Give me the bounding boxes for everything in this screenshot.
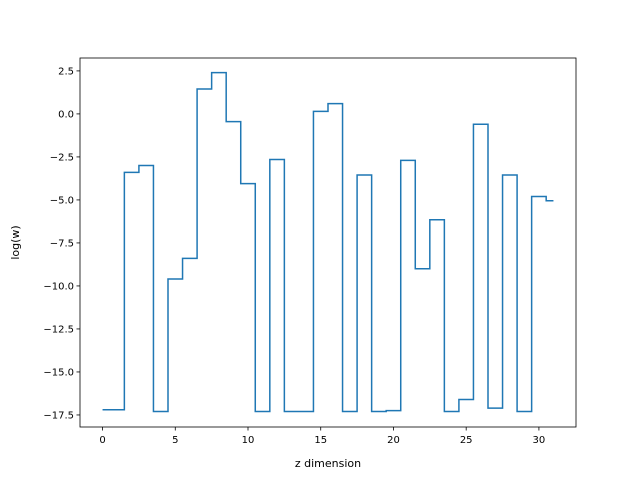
y-tick-label: −12.5 (43, 324, 74, 335)
x-tick-label: 10 (242, 435, 255, 446)
y-tick-label: 2.5 (58, 66, 74, 77)
x-tick-label: 30 (533, 435, 546, 446)
y-tick-label: −7.5 (50, 238, 74, 249)
x-tick-label: 15 (314, 435, 327, 446)
y-tick-label: −5.0 (50, 195, 74, 206)
y-tick-label: −2.5 (50, 152, 74, 163)
x-tick-label: 25 (460, 435, 473, 446)
x-tick-label: 20 (387, 435, 400, 446)
y-axis-label: log(w) (9, 225, 22, 259)
x-axis-label: z dimension (295, 457, 361, 470)
y-tick-label: −15.0 (43, 367, 74, 378)
y-tick-label: −10.0 (43, 281, 74, 292)
plot-area-frame (79, 57, 577, 428)
x-tick-label: 5 (172, 435, 178, 446)
x-tick-label: 0 (99, 435, 105, 446)
y-tick-label: −17.5 (43, 410, 74, 421)
chart-marks (102, 71, 554, 413)
y-axis: 2.5 0.0 −2.5 −5.0 −7.5 −10.0 −12.5 −15.0 −17.5 (43, 66, 80, 421)
x-axis: 0 5 10 15 20 25 30 (99, 427, 545, 446)
y-tick-label: 0.0 (58, 109, 74, 120)
series-line (102, 71, 554, 413)
